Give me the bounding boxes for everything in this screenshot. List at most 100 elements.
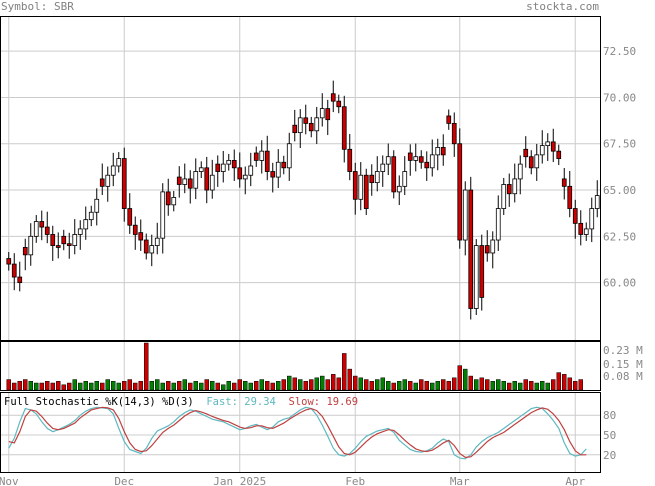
candle-body: [501, 184, 507, 209]
candle-body: [297, 117, 303, 134]
candle-body: [407, 152, 413, 161]
candle-body: [578, 222, 584, 235]
volume-bar: [160, 382, 165, 391]
candle-body: [589, 208, 595, 230]
volume-bar: [562, 374, 567, 391]
volume-bar: [364, 379, 369, 391]
candle-body: [165, 191, 171, 206]
candle-body: [77, 228, 83, 235]
candle-body: [209, 174, 215, 191]
candle-body: [99, 178, 105, 187]
volume-bar: [133, 382, 138, 391]
candle-body: [121, 158, 127, 209]
candle-body: [308, 122, 314, 132]
volume-bar: [314, 377, 319, 391]
volume-bar: [342, 353, 347, 391]
stoch-tick-label: 20: [603, 449, 616, 462]
candle-body: [545, 141, 551, 146]
volume-bar: [111, 381, 116, 391]
candle-body: [83, 219, 89, 230]
candle-body: [72, 234, 78, 246]
volume-bar: [397, 381, 402, 391]
volume-bar: [39, 382, 44, 391]
volume-bar: [512, 381, 517, 391]
panel-border: [0, 341, 601, 391]
volume-bar: [523, 379, 528, 391]
volume-bar: [6, 379, 11, 391]
volume-bar: [138, 381, 143, 391]
candle-body: [418, 156, 424, 163]
candle-body: [303, 117, 309, 124]
candle-body: [429, 154, 435, 169]
date-label: Mar: [450, 475, 470, 486]
volume-bar: [380, 377, 385, 391]
volume-bar: [320, 375, 325, 391]
volume-bar: [17, 381, 22, 391]
volume-bar: [386, 381, 391, 391]
candle-body: [259, 150, 265, 161]
candle-body: [11, 263, 17, 278]
candle-body: [105, 174, 111, 187]
volume-bar: [424, 381, 429, 391]
candle-body: [550, 141, 556, 152]
candle-body: [341, 106, 347, 150]
volume-bar: [210, 381, 215, 391]
volume-bar: [45, 381, 50, 391]
candle-body: [446, 115, 452, 124]
volume-bar: [204, 379, 209, 391]
candle-body: [281, 161, 287, 169]
stochastic-label: Full Stochastic %K(14,3) %D(3): [4, 396, 194, 408]
candle-body: [28, 235, 34, 256]
date-label: Nov: [0, 475, 19, 486]
slow-line: [8, 406, 587, 459]
candle-body: [50, 234, 56, 246]
volume-bar: [485, 379, 490, 391]
candle-body: [561, 178, 567, 187]
candle-body: [385, 156, 391, 165]
volume-bar: [452, 377, 457, 391]
volume-bar: [309, 379, 314, 391]
candle-body: [396, 185, 402, 193]
volume-bar: [567, 377, 572, 391]
volume-bar: [276, 381, 281, 391]
volume-bar: [226, 381, 231, 391]
candle-body: [17, 276, 23, 284]
site-name[interactable]: stockta.com: [526, 0, 599, 13]
candle-body: [176, 176, 182, 185]
volume-bar: [89, 382, 94, 391]
volume-bar: [177, 381, 182, 391]
volume-bar: [430, 382, 435, 391]
stoch-tick-label: 80: [603, 409, 616, 422]
candle-body: [149, 245, 155, 254]
volume-bar: [254, 381, 259, 391]
price-tick-label: 62.50: [603, 230, 636, 243]
volume-bar: [243, 381, 248, 391]
candle-body: [473, 245, 479, 309]
volume-bar: [72, 379, 77, 391]
stochastic-title: Full Stochastic %K(14,3) %D(3) Fast: 29.…: [4, 396, 358, 408]
fast-line: [8, 406, 587, 460]
symbol-value: SBR: [53, 0, 74, 13]
candle-body: [523, 148, 529, 158]
volume-bar: [50, 382, 55, 391]
volume-bar: [507, 382, 512, 391]
price-tick-label: 60.00: [603, 277, 636, 290]
volume-bar: [67, 382, 72, 391]
candle-body: [270, 171, 276, 178]
candle-body: [539, 145, 545, 156]
volume-bar: [237, 379, 242, 391]
candle-body: [33, 221, 39, 237]
symbol-header: Symbol: SBR: [1, 0, 74, 13]
volume-bar: [331, 374, 336, 391]
price-tick-label: 72.50: [603, 45, 636, 58]
volume-bar: [171, 382, 176, 391]
volume-tick-label: 0.15 M: [603, 358, 643, 371]
candle-body: [248, 165, 254, 176]
candle-body: [330, 93, 336, 102]
volume-bars: [6, 342, 583, 391]
date-label: Dec: [114, 475, 134, 486]
candle-body: [160, 191, 166, 239]
volume-bar: [12, 382, 17, 391]
candle-body: [479, 245, 485, 298]
candle-body: [182, 178, 188, 185]
